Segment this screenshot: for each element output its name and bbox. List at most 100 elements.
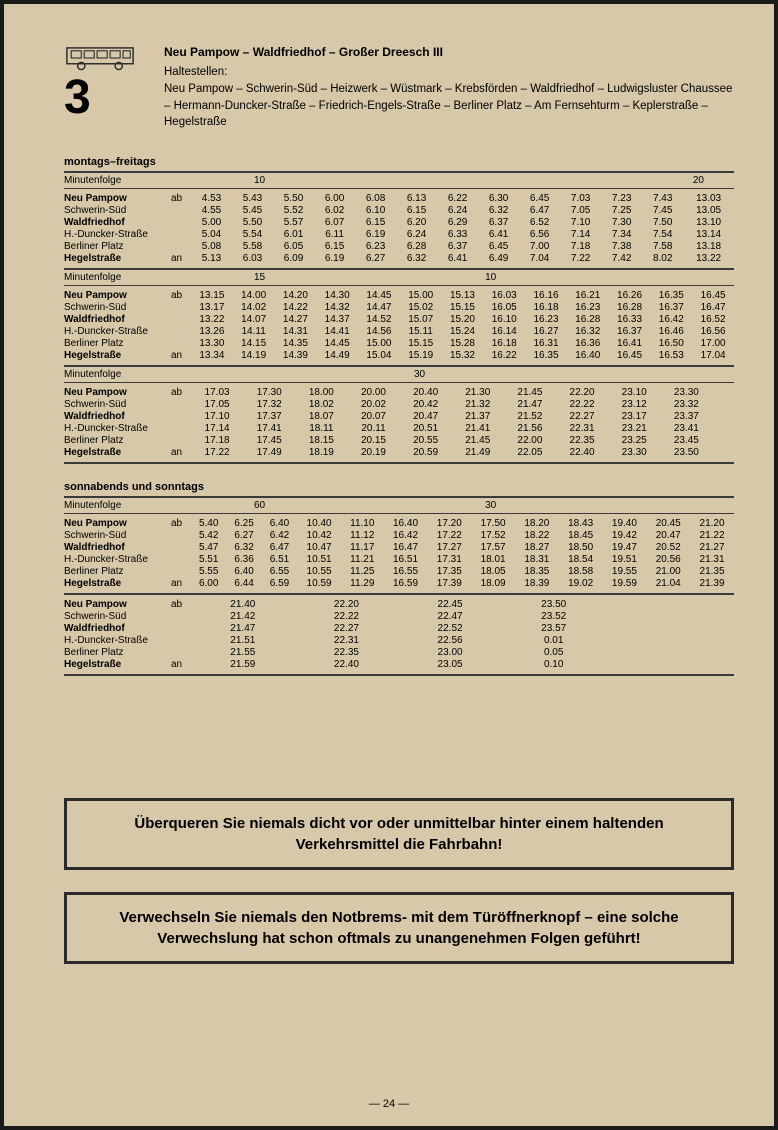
time-cell: 19.02 — [559, 578, 603, 595]
time-cell — [691, 635, 705, 647]
time-cell: 23.41 — [660, 423, 712, 435]
time-cell: 21.41 — [452, 423, 504, 435]
time-cell — [663, 635, 677, 647]
time-cell — [634, 623, 648, 635]
time-cell: 6.29 — [437, 217, 478, 229]
time-cell: 21.32 — [452, 399, 504, 411]
time-cell: 6.08 — [355, 189, 396, 205]
time-cell: 6.13 — [396, 189, 437, 205]
route-info: Neu Pampow – Waldfriedhof – Großer Drees… — [164, 44, 734, 131]
time-cell: 6.11 — [314, 229, 355, 241]
time-cell: 16.47 — [692, 302, 734, 314]
time-cell: 16.32 — [567, 326, 609, 338]
ab-an-label: ab — [169, 189, 191, 205]
time-cell: 20.55 — [400, 435, 452, 447]
time-cell: 16.55 — [384, 566, 428, 578]
time-cell: 18.50 — [559, 542, 603, 554]
timetable-row: Waldfriedhof5.476.326.4710.4711.1716.471… — [64, 542, 734, 554]
time-cell: 14.49 — [316, 350, 358, 367]
weekday-timetable-container: Minutenfolge1020Neu Pampowab4.535.435.50… — [64, 173, 734, 464]
ab-an-label — [169, 302, 191, 314]
time-cell: 18.19 — [295, 447, 347, 464]
time-cell — [648, 647, 662, 659]
time-cell: 23.05 — [398, 659, 502, 676]
time-cell: 5.50 — [232, 217, 273, 229]
time-cell: 7.23 — [601, 189, 642, 205]
time-cell: 21.04 — [646, 578, 690, 595]
time-cell: 6.20 — [396, 217, 437, 229]
time-cell: 13.03 — [683, 189, 734, 205]
time-cell: 11.21 — [341, 554, 384, 566]
time-cell: 13.05 — [683, 205, 734, 217]
time-cell: 16.45 — [609, 350, 651, 367]
time-cell — [720, 399, 727, 411]
time-cell: 16.37 — [650, 302, 692, 314]
time-cell: 5.47 — [191, 542, 226, 554]
time-cell — [620, 635, 634, 647]
time-cell: 6.47 — [519, 205, 560, 217]
time-cell: 22.22 — [556, 399, 608, 411]
timetable-row: Waldfriedhof17.1017.3718.0720.0720.4721.… — [64, 411, 734, 423]
timetable-row: Schwerin-Süd4.555.455.526.026.106.156.24… — [64, 205, 734, 217]
time-cell: 6.15 — [396, 205, 437, 217]
time-cell: 23.17 — [608, 411, 660, 423]
timetable-row: H.-Duncker-Straße21.5122.3122.560.01 — [64, 635, 734, 647]
ab-an-label — [169, 566, 191, 578]
time-cell: 20.07 — [347, 411, 399, 423]
time-cell: 23.57 — [502, 623, 606, 635]
time-cell: 13.22 — [683, 253, 734, 270]
time-cell: 4.53 — [191, 189, 232, 205]
time-cell: 21.39 — [690, 578, 734, 595]
time-cell: 5.52 — [273, 205, 314, 217]
time-cell: 20.56 — [646, 554, 690, 566]
time-cell: 17.18 — [191, 435, 243, 447]
time-cell: 16.26 — [609, 286, 651, 302]
time-cell: 7.58 — [642, 241, 683, 253]
time-cell: 11.17 — [341, 542, 384, 554]
time-cell: 23.50 — [502, 595, 606, 611]
timetable-row: Berliner Platz13.3014.1514.3514.4515.001… — [64, 338, 734, 350]
time-cell: 17.30 — [243, 383, 295, 399]
timetable-row: Hegelstraßean5.136.036.096.196.276.326.4… — [64, 253, 734, 270]
time-cell: 21.45 — [452, 435, 504, 447]
time-cell: 18.27 — [515, 542, 559, 554]
time-cell: 14.02 — [233, 302, 275, 314]
time-cell — [606, 595, 620, 611]
time-cell: 14.56 — [358, 326, 400, 338]
minutenfolge-value: 15 — [194, 272, 265, 283]
timetable-row: Hegelstraßean13.3414.1914.3914.4915.0415… — [64, 350, 734, 367]
time-cell: 18.11 — [295, 423, 347, 435]
time-cell: 16.21 — [567, 286, 609, 302]
safety-warning-2: Verwechseln Sie niemals den Notbrems- mi… — [64, 892, 734, 964]
time-cell: 7.03 — [560, 189, 601, 205]
timetable-row: Berliner Platz5.556.406.5510.5511.2516.5… — [64, 566, 734, 578]
time-cell: 6.41 — [478, 229, 519, 241]
time-cell: 6.03 — [232, 253, 273, 270]
timetable-row: Schwerin-Süd5.426.276.4210.4211.1216.421… — [64, 530, 734, 542]
time-cell: 13.30 — [191, 338, 233, 350]
stop-name: Berliner Platz — [64, 647, 169, 659]
time-cell: 6.45 — [519, 189, 560, 205]
time-cell: 5.42 — [191, 530, 226, 542]
stop-name: Berliner Platz — [64, 435, 169, 447]
time-cell: 16.51 — [384, 554, 428, 566]
minutenfolge-value: 20 — [693, 175, 734, 186]
time-cell: 5.45 — [232, 205, 273, 217]
time-cell: 14.37 — [316, 314, 358, 326]
time-cell: 16.18 — [525, 302, 567, 314]
time-cell — [720, 647, 734, 659]
time-cell: 14.00 — [233, 286, 275, 302]
time-cell: 6.22 — [437, 189, 478, 205]
time-cell: 15.02 — [400, 302, 442, 314]
time-cell: 16.42 — [384, 530, 428, 542]
time-cell: 22.31 — [295, 635, 399, 647]
time-cell — [606, 635, 620, 647]
time-cell: 5.54 — [232, 229, 273, 241]
time-cell: 20.11 — [347, 423, 399, 435]
time-cell: 22.27 — [295, 623, 399, 635]
time-cell: 15.15 — [400, 338, 442, 350]
time-cell: 22.27 — [556, 411, 608, 423]
timetable-row: Neu Pampowab5.406.256.4010.4011.1016.401… — [64, 514, 734, 530]
time-cell: 17.10 — [191, 411, 243, 423]
time-cell: 21.56 — [504, 423, 556, 435]
